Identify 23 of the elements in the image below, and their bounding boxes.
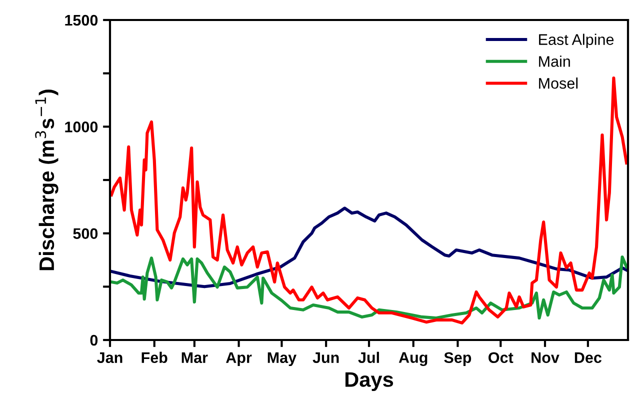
legend-label: East Alpine xyxy=(539,34,614,48)
x-tick-label: Dec xyxy=(574,352,602,364)
line-series xyxy=(110,76,628,324)
legend-label: Main xyxy=(539,56,570,67)
x-tick-label: Oct xyxy=(488,352,514,364)
x-tick-label: Jan xyxy=(97,352,122,364)
x-tick-label: Mar xyxy=(182,352,208,364)
y-axis-title: Discharge (m$^{3}$s$^{−1}$) xyxy=(35,90,58,270)
x-tick-label: Sep xyxy=(444,352,472,366)
y-tick-label: 1000 xyxy=(65,122,98,132)
x-tick-label: Jun xyxy=(312,352,339,364)
y-tick-label: 500 xyxy=(73,228,98,240)
y-tick-label: 0 xyxy=(90,334,98,346)
x-tick-label: Aug xyxy=(398,352,428,366)
x-tick-label: Feb xyxy=(142,352,168,364)
line-series xyxy=(110,255,628,320)
y-tick-label: 1500 xyxy=(65,14,98,26)
x-tick-label: Jul xyxy=(358,352,379,364)
x-tick-label: Apr xyxy=(226,352,252,366)
x-tick-label: Nov xyxy=(532,352,560,364)
x-axis-title: Days xyxy=(345,372,394,392)
x-tick-label: May xyxy=(268,352,296,366)
legend-label: Mosel xyxy=(539,78,578,89)
